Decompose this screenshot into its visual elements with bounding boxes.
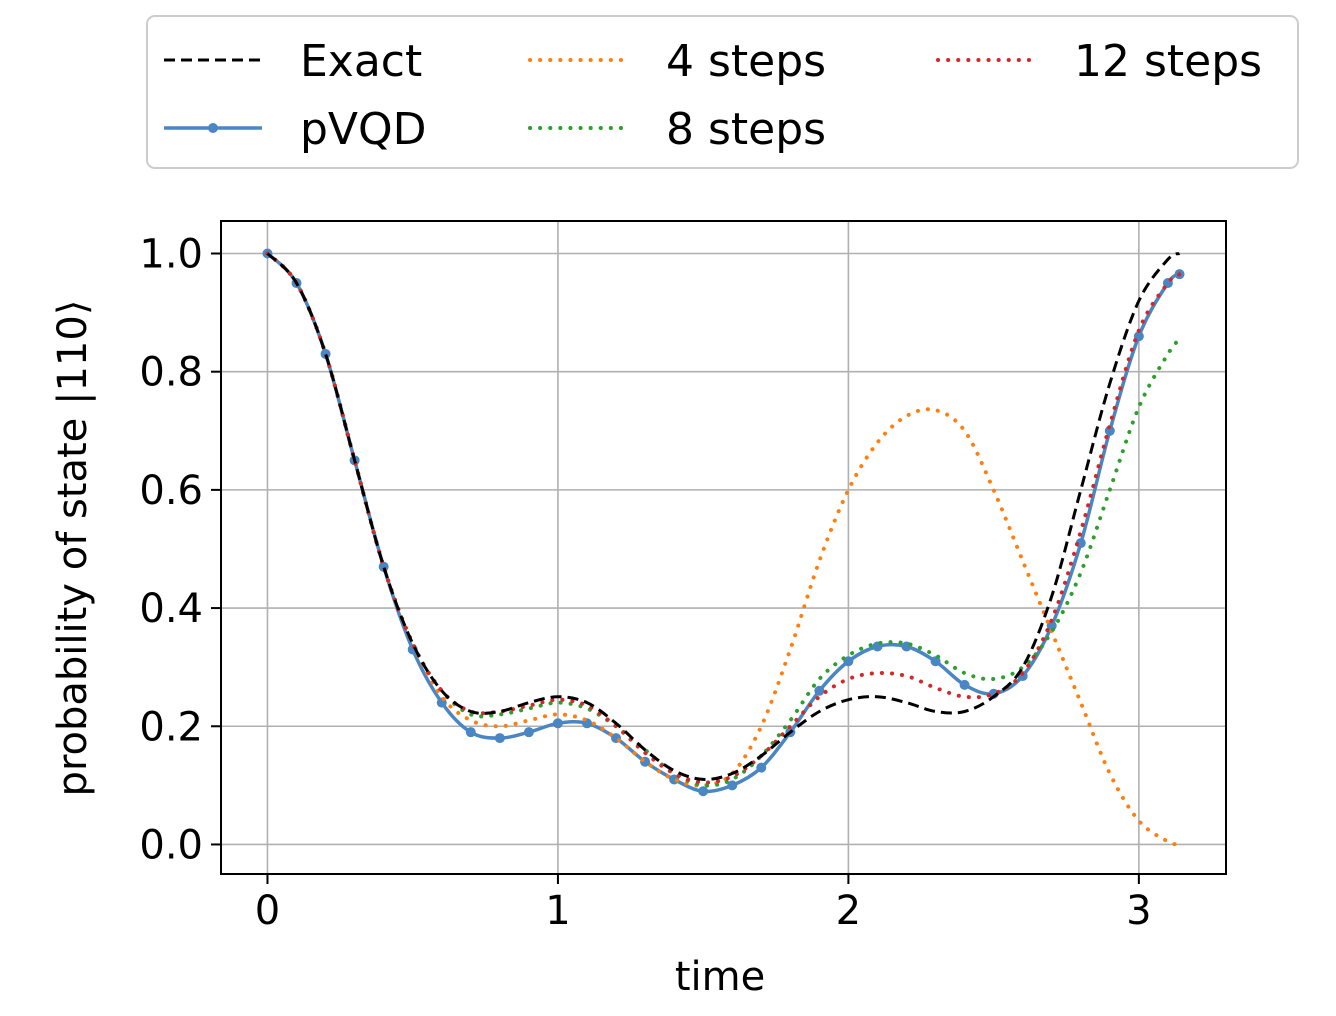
data-point-pvqd: [494, 733, 505, 744]
y-axis: 0.0 0.2 0.4 0.6 0.8 1.0: [139, 232, 221, 868]
x-axis-label: time: [675, 954, 765, 1000]
data-point-pvqd: [1104, 425, 1115, 436]
grid: [221, 221, 1226, 874]
legend-label-4-steps: 4 steps: [666, 36, 826, 87]
legend-item-12-steps: 12 steps: [936, 36, 1262, 87]
data-point-pvqd: [523, 727, 534, 738]
series-12-steps: [265, 251, 1182, 785]
legend-box: [146, 15, 1299, 169]
y-tick-label: 0.2: [139, 704, 203, 750]
x-tick-label: 3: [1126, 888, 1151, 934]
data-point-pvqd: [727, 780, 738, 791]
x-axis: 0 1 2 3: [255, 874, 1152, 934]
series-layer: [262, 248, 1185, 847]
x-tick-label: 2: [836, 888, 861, 934]
legend-item-pvqd: pVQD: [164, 104, 427, 155]
y-tick-label: 0.0: [139, 822, 203, 868]
series-line-8-steps: [265, 251, 1182, 788]
legend: Exact pVQD 4 steps 8 steps 12 steps: [164, 36, 1262, 155]
legend-label-12-steps: 12 steps: [1074, 36, 1262, 87]
legend-marker-pvqd: [208, 123, 218, 133]
data-point-pvqd: [756, 762, 767, 773]
plot-frame: [220, 220, 1227, 875]
y-tick-label: 1.0: [139, 232, 203, 278]
series-line-pvqd: [266, 252, 1181, 794]
series-exact: [266, 252, 1181, 781]
series-line-exact: [266, 252, 1181, 781]
data-point-pvqd: [378, 561, 389, 572]
legend-label-pvqd: pVQD: [300, 104, 427, 155]
legend-label-8-steps: 8 steps: [666, 104, 826, 155]
x-tick-label: 0: [255, 888, 280, 934]
y-tick-label: 0.6: [139, 468, 203, 514]
y-tick-label: 0.4: [139, 586, 203, 632]
series-4-steps: [265, 251, 1182, 847]
series-line-4-steps: [265, 251, 1182, 847]
y-tick-label: 0.8: [139, 350, 203, 396]
data-point-pvqd: [698, 786, 709, 797]
series-8-steps: [265, 251, 1182, 788]
y-axis-label: probability of state |110⟩: [50, 300, 96, 797]
series-pvqd: [262, 248, 1185, 797]
data-point-pvqd: [814, 685, 825, 696]
data-point-pvqd: [552, 718, 563, 729]
data-point-pvqd: [843, 656, 854, 667]
legend-item-exact: Exact: [164, 36, 422, 87]
legend-label-exact: Exact: [300, 36, 422, 87]
legend-item-4-steps: 4 steps: [528, 36, 826, 87]
data-point-pvqd: [959, 679, 970, 690]
series-line-12-steps: [265, 251, 1182, 785]
data-point-pvqd: [465, 727, 476, 738]
x-tick-label: 1: [545, 888, 570, 934]
legend-item-8-steps: 8 steps: [528, 104, 826, 155]
